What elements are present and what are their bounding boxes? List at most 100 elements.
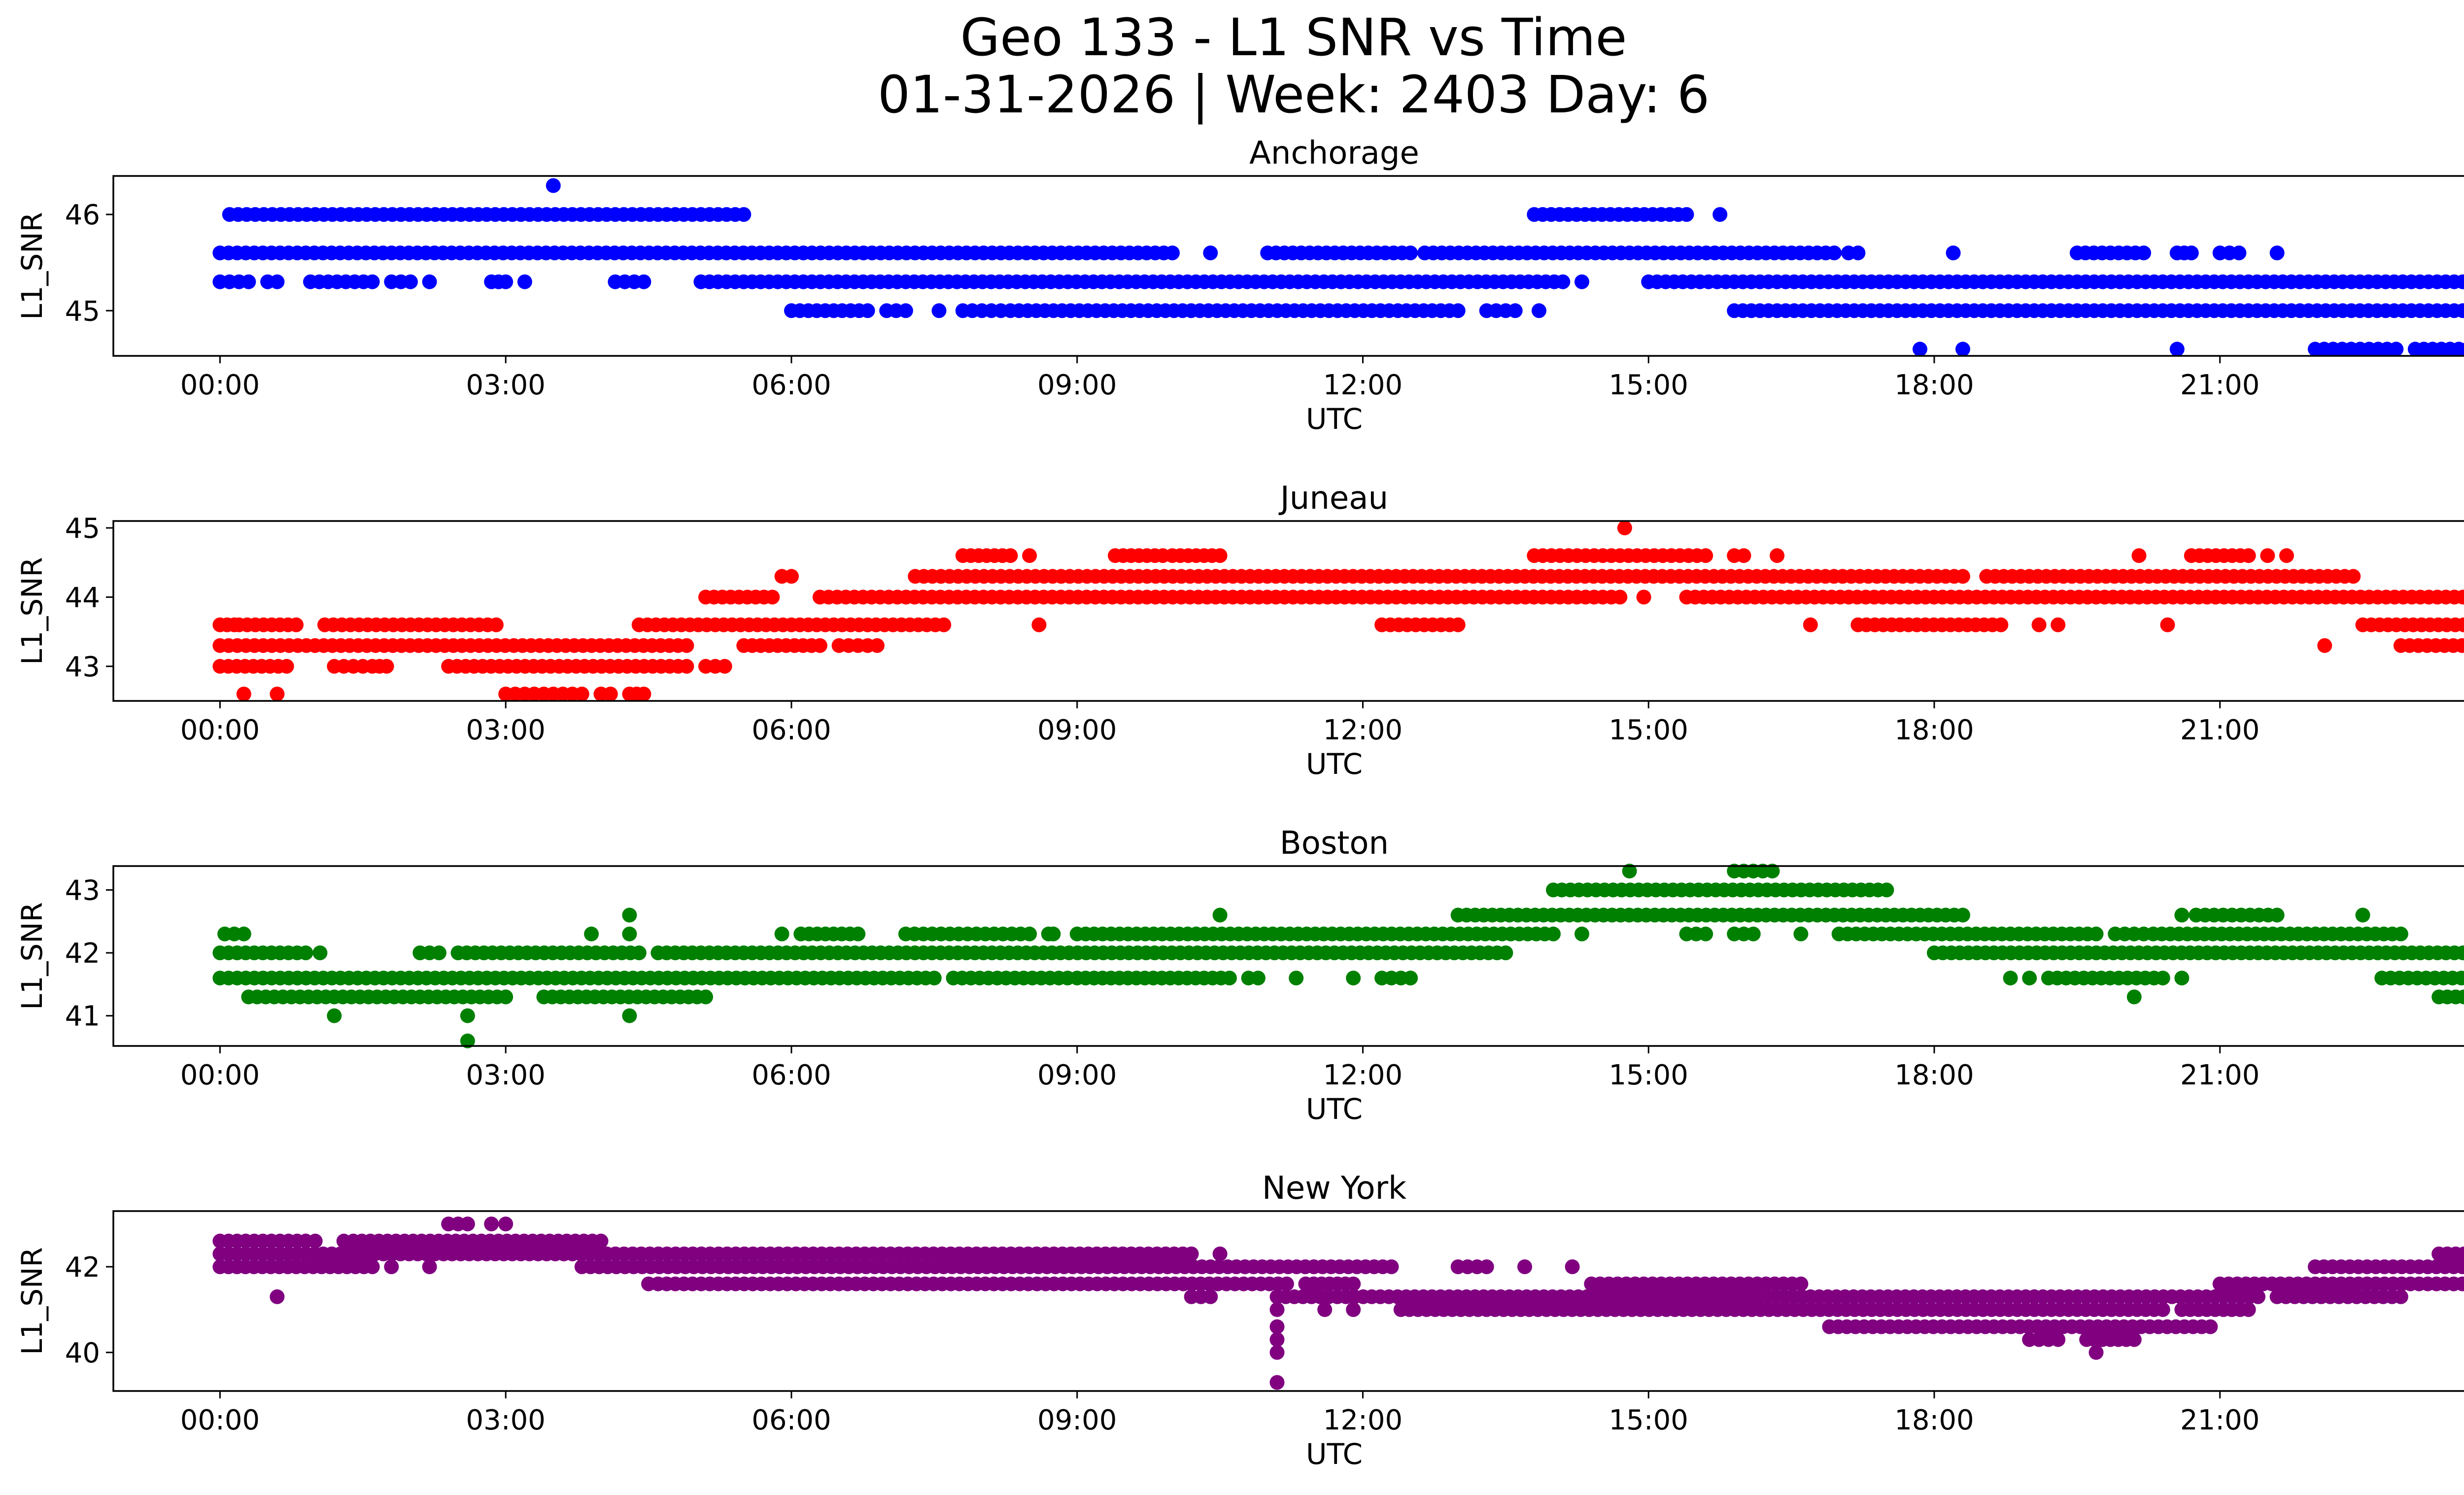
data-point (2241, 1302, 2256, 1317)
scatter-series (212, 864, 2464, 1048)
data-point (2088, 926, 2104, 941)
data-point (1269, 1319, 1285, 1334)
data-point (384, 1259, 399, 1274)
data-point (1184, 1246, 1199, 1261)
x-tick-label: 06:00 (752, 714, 831, 746)
x-tick-label: 00:00 (180, 369, 260, 401)
data-point (2231, 245, 2247, 261)
x-tick-label: 06:00 (752, 1059, 831, 1091)
data-point (379, 659, 394, 674)
y-axis-label: L1_SNR (15, 212, 49, 320)
x-tick-label: 00:00 (180, 1404, 260, 1436)
subplot-title: New York (1262, 1170, 1406, 1207)
data-point (931, 303, 947, 318)
subplot-title: Anchorage (1249, 135, 1419, 172)
data-point (2126, 989, 2142, 1005)
data-point (1289, 971, 1304, 986)
data-point (1031, 617, 1047, 632)
data-point (1574, 274, 1589, 289)
data-point (298, 945, 313, 961)
data-point (1022, 548, 1037, 563)
x-tick-label: 09:00 (1037, 1404, 1117, 1436)
data-point (679, 659, 694, 674)
data-point (622, 907, 637, 923)
data-point (270, 687, 285, 701)
data-point (1712, 207, 1728, 222)
data-point (2022, 971, 2037, 986)
data-point (898, 303, 913, 318)
data-point (1617, 521, 1632, 535)
data-point (2003, 971, 2018, 986)
data-point (1745, 926, 1761, 941)
x-tick-label: 18:00 (1894, 1404, 1974, 1436)
data-point (1346, 971, 1361, 986)
x-tick-label: 00:00 (180, 714, 260, 746)
data-point (2155, 971, 2170, 986)
scatter-series (212, 521, 2464, 701)
y-axis-label: L1_SNR (15, 1247, 49, 1355)
data-point (2457, 989, 2464, 1005)
data-point (270, 1289, 285, 1304)
y-tick-label: 43 (65, 874, 100, 906)
data-point (460, 1217, 475, 1232)
data-point (2393, 926, 2408, 941)
x-tick-label: 15:00 (1609, 369, 1688, 401)
data-point (2455, 274, 2464, 289)
subplot-boston: Boston 00:00 03:00 06:00 09:00 12:00 15:00 18:0… (15, 825, 2464, 1126)
data-point (431, 945, 446, 961)
data-point (1317, 1302, 1333, 1317)
subplot-title: Boston (1280, 825, 1389, 862)
data-point (422, 1259, 437, 1274)
data-point (289, 617, 304, 632)
data-point (327, 1008, 342, 1023)
plot-frame (112, 175, 2464, 357)
data-point (784, 569, 799, 584)
data-point (1955, 907, 1970, 923)
subplot-new-york: New York 00:00 03:00 06:00 09:00 12:00 15:00 18… (15, 1170, 2464, 1471)
data-point (1403, 245, 1418, 261)
data-point (2269, 245, 2285, 261)
figure-title-line1: Geo 133 - L1 SNR vs Time (960, 7, 1627, 68)
data-point (2463, 974, 2464, 982)
data-point (2451, 342, 2464, 357)
data-point (1574, 926, 1589, 941)
data-point (270, 274, 285, 289)
scatter-series (212, 1217, 2464, 1390)
y-tick-label: 45 (65, 295, 100, 327)
data-point (2160, 617, 2175, 632)
data-point (2260, 548, 2275, 563)
data-point (517, 274, 532, 289)
subplot-juneau: Juneau 00:00 03:00 06:00 09:00 12:00 15:00 18:0… (15, 480, 2464, 781)
data-point (365, 1259, 380, 1274)
x-tick-label: 12:00 (1323, 369, 1403, 401)
x-tick-label: 00:00 (180, 1059, 260, 1091)
x-axis-label: UTC (1306, 402, 1363, 436)
data-point (1532, 303, 1546, 318)
y-tick-label: 43 (65, 651, 100, 683)
data-point (1046, 926, 1061, 941)
data-point (1793, 926, 1809, 941)
x-tick-label: 12:00 (1323, 1404, 1403, 1436)
data-point (1003, 548, 1018, 563)
x-tick-label: 15:00 (1609, 1404, 1688, 1436)
x-tick-label: 03:00 (466, 714, 546, 746)
y-tick-label: 42 (65, 938, 100, 970)
data-point (1565, 1259, 1580, 1274)
data-point (2457, 1246, 2464, 1261)
data-point (2454, 638, 2464, 653)
data-point (1765, 864, 1780, 879)
y-tick-label: 42 (65, 1252, 100, 1284)
x-tick-label: 21:00 (2180, 1404, 2259, 1436)
data-point (593, 1233, 609, 1249)
data-point (622, 1008, 637, 1023)
y-tick-label: 46 (65, 199, 100, 231)
data-point (546, 178, 561, 193)
data-point (1955, 342, 1970, 357)
data-point (2241, 548, 2256, 563)
x-tick-label: 06:00 (752, 1404, 831, 1436)
data-point (1803, 617, 1818, 632)
data-point (1269, 1375, 1285, 1390)
data-point (2031, 617, 2047, 632)
x-tick-label: 15:00 (1609, 1059, 1688, 1091)
